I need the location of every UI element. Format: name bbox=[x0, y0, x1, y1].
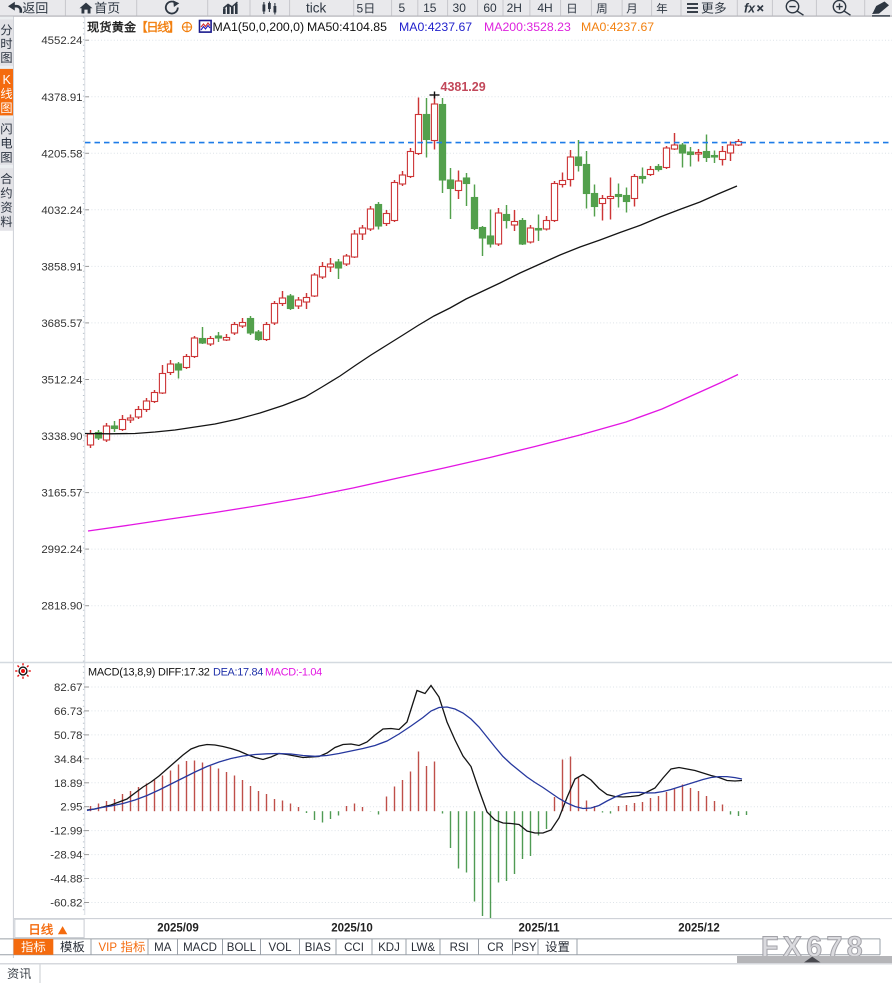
svg-text:2025/09: 2025/09 bbox=[157, 923, 199, 935]
svg-text:5: 5 bbox=[398, 1, 405, 15]
svg-text:18.89: 18.89 bbox=[54, 778, 83, 790]
svg-text:3165.57: 3165.57 bbox=[41, 488, 82, 500]
svg-text:KDJ: KDJ bbox=[378, 942, 400, 954]
svg-text:4552.24: 4552.24 bbox=[41, 35, 82, 47]
svg-text:DIFF:17.32: DIFF:17.32 bbox=[158, 667, 210, 679]
svg-text:BIAS: BIAS bbox=[305, 942, 332, 954]
svg-text:2025/10: 2025/10 bbox=[331, 923, 373, 935]
svg-text:5: 5 bbox=[357, 1, 364, 15]
svg-text:66.73: 66.73 bbox=[54, 706, 83, 718]
svg-text:4H: 4H bbox=[537, 1, 552, 15]
svg-text:LW&: LW& bbox=[411, 942, 435, 954]
svg-text:MACD:-1.04: MACD:-1.04 bbox=[265, 667, 322, 679]
svg-text:2.95: 2.95 bbox=[60, 802, 82, 814]
svg-text:VOL: VOL bbox=[268, 942, 292, 954]
svg-text:MA1(50,0,200,0): MA1(50,0,200,0) bbox=[213, 20, 305, 34]
svg-text:PSY: PSY bbox=[514, 942, 537, 954]
svg-text:DEA:17.84: DEA:17.84 bbox=[213, 667, 263, 679]
svg-text:-12.99: -12.99 bbox=[50, 826, 82, 838]
svg-text:MA0:4237.67: MA0:4237.67 bbox=[581, 20, 654, 34]
svg-text:60: 60 bbox=[483, 1, 497, 15]
svg-text:CR: CR bbox=[487, 942, 504, 954]
svg-text:2H: 2H bbox=[507, 1, 522, 15]
svg-text:MA200:3528.23: MA200:3528.23 bbox=[484, 20, 571, 34]
svg-text:MA50:4104.85: MA50:4104.85 bbox=[307, 20, 387, 34]
svg-text:CCI: CCI bbox=[344, 942, 364, 954]
svg-text:K: K bbox=[3, 73, 12, 87]
svg-text:tick: tick bbox=[306, 1, 327, 16]
svg-text:4378.91: 4378.91 bbox=[41, 92, 82, 104]
svg-text:4032.24: 4032.24 bbox=[41, 205, 82, 217]
svg-text:3338.90: 3338.90 bbox=[41, 431, 82, 443]
svg-text:2818.90: 2818.90 bbox=[41, 601, 82, 613]
svg-text:MACD(13,8,9): MACD(13,8,9) bbox=[88, 667, 155, 679]
svg-text:50.78: 50.78 bbox=[54, 730, 83, 742]
svg-text:3858.91: 3858.91 bbox=[41, 261, 82, 273]
svg-text:VIP: VIP bbox=[99, 942, 118, 954]
svg-text:82.67: 82.67 bbox=[54, 682, 83, 694]
svg-text:BOLL: BOLL bbox=[227, 942, 257, 954]
svg-text:30: 30 bbox=[453, 1, 467, 15]
svg-text:2025/12: 2025/12 bbox=[678, 923, 720, 935]
svg-text:4205.58: 4205.58 bbox=[41, 148, 82, 160]
svg-text:3685.57: 3685.57 bbox=[41, 318, 82, 330]
svg-text:-60.82: -60.82 bbox=[50, 898, 82, 910]
svg-text:3512.24: 3512.24 bbox=[41, 375, 82, 387]
svg-text:-28.94: -28.94 bbox=[50, 850, 82, 862]
svg-text:MA0:4237.67: MA0:4237.67 bbox=[399, 20, 472, 34]
svg-text:MACD: MACD bbox=[183, 942, 217, 954]
svg-text:fx: fx bbox=[744, 1, 756, 15]
svg-text:2992.24: 2992.24 bbox=[41, 544, 82, 556]
svg-text:2025/11: 2025/11 bbox=[519, 923, 561, 935]
svg-text:34.84: 34.84 bbox=[54, 754, 83, 766]
svg-text:RSI: RSI bbox=[450, 942, 469, 954]
svg-text:-44.88: -44.88 bbox=[50, 874, 82, 886]
svg-text:4381.29: 4381.29 bbox=[441, 80, 486, 94]
svg-text:MA: MA bbox=[154, 942, 172, 954]
svg-text:15: 15 bbox=[423, 1, 437, 15]
